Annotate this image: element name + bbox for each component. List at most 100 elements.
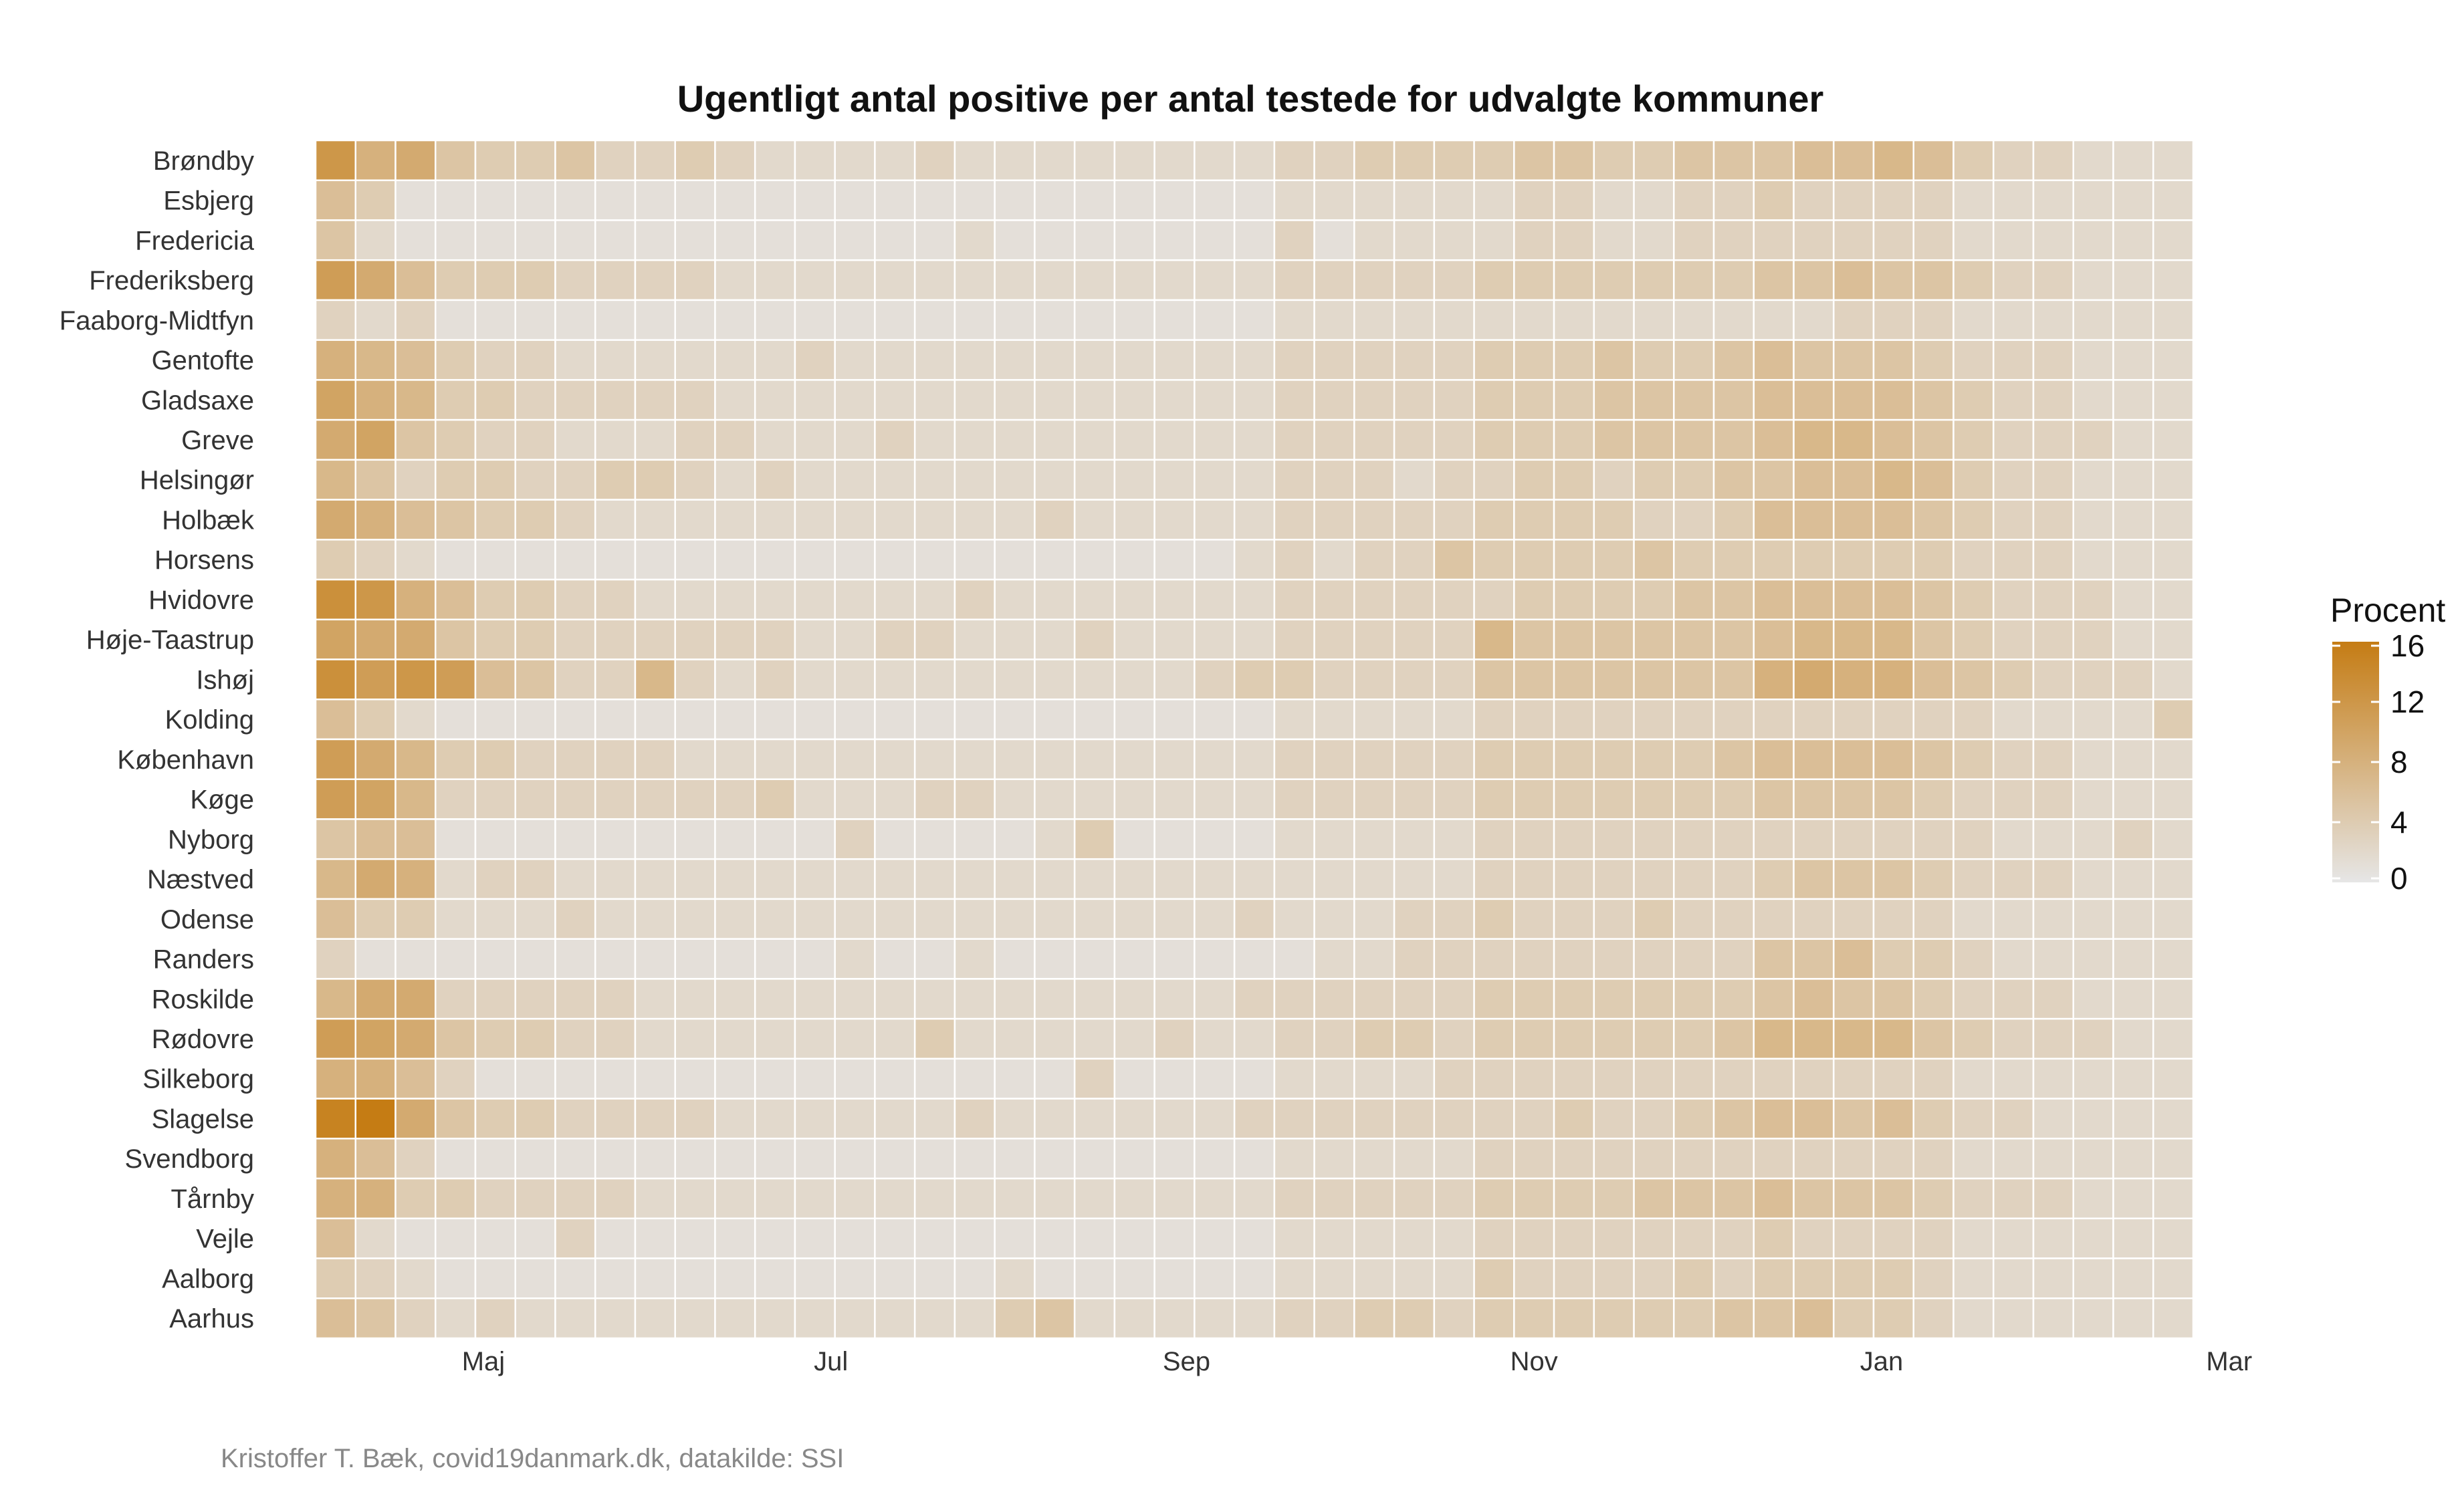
heatmap-cell bbox=[1233, 858, 1276, 900]
heatmap-cell bbox=[1034, 898, 1076, 940]
heatmap-cell bbox=[1633, 658, 1675, 701]
heatmap-cell bbox=[913, 139, 956, 181]
heatmap-cell bbox=[1473, 858, 1515, 900]
heatmap-cell bbox=[1233, 578, 1276, 621]
heatmap-cell bbox=[994, 539, 1036, 581]
heatmap-cell bbox=[1872, 938, 1915, 980]
heatmap-cell bbox=[1712, 299, 1755, 341]
heatmap-cell bbox=[994, 898, 1036, 940]
heatmap-cell bbox=[1473, 459, 1515, 501]
heatmap-cell bbox=[1952, 1138, 1995, 1180]
heatmap-cell bbox=[1673, 898, 1715, 940]
heatmap-cell bbox=[1073, 778, 1116, 820]
heatmap-cell bbox=[1712, 1098, 1755, 1140]
heatmap-cell bbox=[514, 898, 556, 940]
heatmap-cell bbox=[1233, 1098, 1276, 1140]
heatmap-cell bbox=[1393, 858, 1436, 900]
heatmap-cell bbox=[1553, 1257, 1595, 1299]
heatmap-cell bbox=[1593, 339, 1635, 381]
heatmap-cell bbox=[874, 578, 916, 621]
heatmap-cell bbox=[1153, 1217, 1196, 1259]
heatmap-cell bbox=[314, 699, 356, 741]
heatmap-cell bbox=[1993, 219, 2035, 261]
heatmap-cell bbox=[1993, 618, 2035, 660]
heatmap-cell bbox=[1313, 219, 1355, 261]
heatmap-cell bbox=[1393, 1257, 1436, 1299]
heatmap-cell bbox=[994, 658, 1036, 701]
heatmap-cell bbox=[634, 1017, 676, 1060]
heatmap-cell bbox=[1633, 618, 1675, 660]
heatmap-cell bbox=[1912, 578, 1954, 621]
heatmap-cell bbox=[834, 1098, 876, 1140]
heatmap-cell bbox=[913, 299, 956, 341]
heatmap-cell bbox=[874, 978, 916, 1020]
heatmap-cell bbox=[1473, 618, 1515, 660]
heatmap-cell bbox=[1353, 699, 1395, 741]
heatmap-cell bbox=[514, 1297, 556, 1340]
heatmap-cell bbox=[1712, 1138, 1755, 1180]
x-tick-label: Jan bbox=[1860, 1347, 1904, 1376]
heatmap-cell bbox=[594, 219, 637, 261]
heatmap-cell bbox=[1753, 658, 1795, 701]
heatmap-cell bbox=[874, 459, 916, 501]
heatmap-cell bbox=[395, 259, 437, 301]
heatmap-cell bbox=[1313, 1217, 1355, 1259]
heatmap-cell bbox=[1233, 299, 1276, 341]
heatmap-cell bbox=[395, 578, 437, 621]
heatmap-cell bbox=[395, 1098, 437, 1140]
heatmap-cell bbox=[913, 898, 956, 940]
heatmap-cell bbox=[714, 578, 756, 621]
heatmap-cell bbox=[1673, 818, 1715, 860]
heatmap-cell bbox=[2032, 578, 2075, 621]
heatmap-cell bbox=[1593, 1057, 1635, 1100]
heatmap-cell bbox=[1353, 1177, 1395, 1220]
heatmap-cell bbox=[2072, 699, 2114, 741]
heatmap-cell bbox=[1753, 1017, 1795, 1060]
heatmap-cell bbox=[714, 1297, 756, 1340]
heatmap-cell bbox=[1513, 658, 1555, 701]
heatmap-cell bbox=[1712, 898, 1755, 940]
heatmap-cell bbox=[1673, 1177, 1715, 1220]
y-axis-labels: Brøndby Esbjerg Fredericia Frederiksberg Faa… bbox=[60, 146, 255, 1334]
heatmap-cell bbox=[1912, 699, 1954, 741]
heatmap-cell bbox=[834, 1017, 876, 1060]
heatmap-cell bbox=[754, 539, 796, 581]
heatmap-cell bbox=[1113, 299, 1155, 341]
heatmap-cell bbox=[434, 139, 477, 181]
heatmap-cell bbox=[1194, 738, 1236, 780]
heatmap-cell bbox=[1194, 938, 1236, 980]
heatmap-cell bbox=[1872, 259, 1915, 301]
heatmap-cell bbox=[1273, 1177, 1315, 1220]
heatmap-cell bbox=[1393, 778, 1436, 820]
heatmap-cell bbox=[1433, 898, 1475, 940]
heatmap-cell bbox=[1194, 299, 1236, 341]
heatmap-cell bbox=[1593, 219, 1635, 261]
heatmap-cell bbox=[1553, 499, 1595, 541]
heatmap-cell bbox=[1513, 499, 1555, 541]
heatmap-cell bbox=[2112, 539, 2154, 581]
heatmap-cell bbox=[314, 858, 356, 900]
heatmap-cell bbox=[1513, 618, 1555, 660]
heatmap-cell bbox=[1473, 539, 1515, 581]
heatmap-cell bbox=[1273, 978, 1315, 1020]
heatmap-cell bbox=[1153, 418, 1196, 461]
heatmap-cell bbox=[754, 499, 796, 541]
heatmap-cell bbox=[1833, 1017, 1875, 1060]
heatmap-cell bbox=[634, 259, 676, 301]
heatmap-cell bbox=[1673, 219, 1715, 261]
heatmap-cell bbox=[1553, 858, 1595, 900]
heatmap-cell bbox=[634, 1257, 676, 1299]
heatmap-cell bbox=[2112, 738, 2154, 780]
heatmap-cell bbox=[1833, 858, 1875, 900]
heatmap-cell bbox=[874, 539, 916, 581]
heatmap-cell bbox=[354, 578, 397, 621]
heatmap-cell bbox=[954, 978, 996, 1020]
y-tick-label: Aarhus bbox=[169, 1304, 254, 1334]
heatmap-cell bbox=[913, 1017, 956, 1060]
heatmap-cell bbox=[1513, 699, 1555, 741]
heatmap-cell bbox=[1593, 858, 1635, 900]
heatmap-cell bbox=[754, 379, 796, 421]
heatmap-cell bbox=[834, 1138, 876, 1180]
heatmap-cell bbox=[1712, 379, 1755, 421]
heatmap-cell bbox=[474, 1138, 516, 1180]
